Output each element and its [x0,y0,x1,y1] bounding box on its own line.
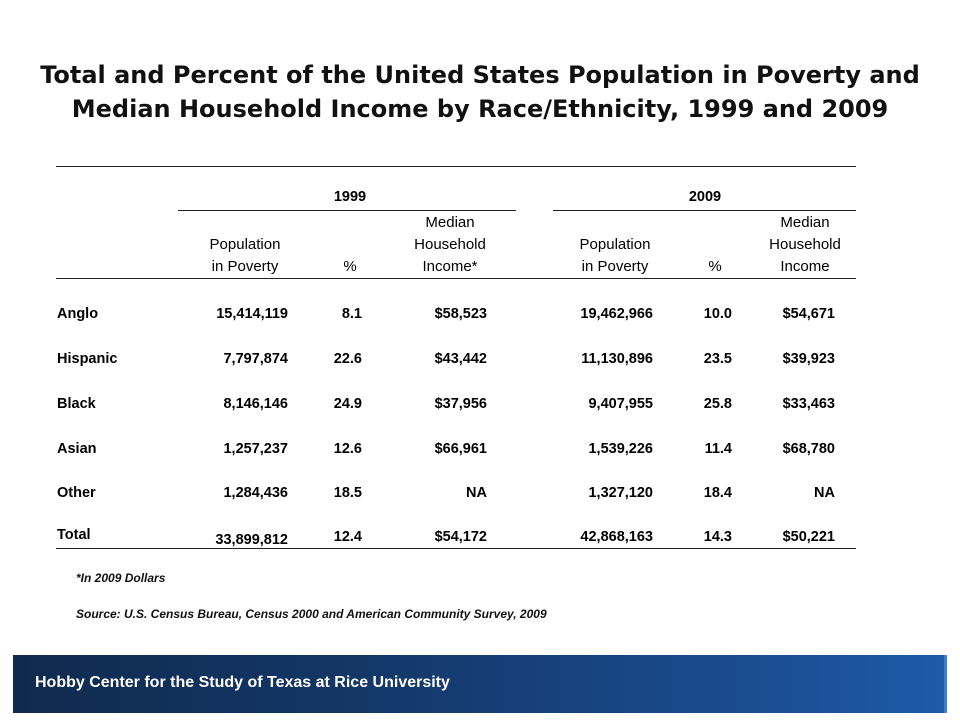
header-1999-income: Median Household Income* [385,212,515,278]
header-2009-population: Population in Poverty [555,234,675,278]
header-1999-income-line1: Median [425,214,475,231]
table-cell-pct2009: 10.0 [703,306,732,322]
source-note: Source: U.S. Census Bureau, Census 2000 … [76,607,547,621]
table-cell-label: Other [57,485,96,501]
header-1999-income-line2: Household [414,236,486,253]
table-cell-label: Hispanic [57,351,118,367]
table-cell-pct1999: 22.6 [333,351,362,367]
table-cell-pop1999: 15,414,119 [216,306,288,322]
table-cell-pop2009: 42,868,163 [580,529,653,545]
header-2009-percent-label: % [708,258,722,275]
header-1999-population-line1: Population [209,236,281,253]
page-title: Total and Percent of the United States P… [40,58,920,126]
table-cell-inc2009: $39,923 [782,351,835,367]
table-cell-pop2009: 11,130,896 [581,351,653,367]
header-2009-population-line1: Population [579,236,651,253]
table-top-rule [56,166,856,167]
table-cell-pop1999: 33,899,812 [215,532,288,548]
table-cell-pop1999: 1,284,436 [223,485,288,501]
year-1999-rule [178,210,516,211]
header-2009-income-line3: Income [780,258,830,275]
table-cell-pct1999: 8.1 [341,306,362,322]
table-cell-pct1999: 12.6 [333,441,362,457]
footer-text: Hobby Center for the Study of Texas at R… [35,674,450,691]
table-cell-pop2009: 9,407,955 [588,396,653,412]
header-2009-population-line2: in Poverty [581,258,649,275]
table-cell-pct1999: 18.5 [333,485,362,501]
table-cell-pop2009: 1,327,120 [588,485,653,501]
header-1999-percent-label: % [343,258,357,275]
table-cell-pop2009: 1,539,226 [588,441,653,457]
table-cell-pop2009: 19,462,966 [580,306,653,322]
title-line-1: Total and Percent of the United States P… [40,61,920,89]
table-cell-inc2009: $54,671 [782,306,835,322]
table-cell-inc2009: $33,463 [782,396,835,412]
table-cell-label: Total [57,527,91,543]
header-2009-percent: % [695,256,735,278]
table-cell-pct2009: 14.3 [703,529,732,545]
table-cell-pct2009: 11.4 [704,441,732,457]
header-2009-income-line1: Median [780,214,830,231]
header-1999-population: Population in Poverty [185,234,305,278]
footer-banner: Hobby Center for the Study of Texas at R… [13,655,947,713]
table-cell-pct2009: 18.4 [703,485,732,501]
header-2009-income-line2: Household [769,236,841,253]
header-1999-percent: % [330,256,370,278]
table-bottom-rule [56,548,856,549]
table-cell-label: Black [57,396,96,412]
table-cell-inc1999: $43,442 [434,351,487,367]
footnote: *In 2009 Dollars [76,571,166,585]
table-cell-pct2009: 23.5 [703,351,732,367]
table-cell-pop1999: 7,797,874 [223,351,288,367]
title-line-2: Median Household Income by Race/Ethnicit… [71,95,889,123]
table-cell-pop1999: 8,146,146 [223,396,288,412]
header-2009-income: Median Household Income [745,212,865,278]
table-cell-pct2009: 25.8 [703,396,732,412]
table-cell-inc2009: $50,221 [782,529,835,545]
table-cell-inc1999: $66,961 [434,441,487,457]
table-cell-label: Anglo [57,306,99,322]
year-2009-header: 2009 [688,189,722,205]
table-cell-inc1999: $58,523 [434,306,487,322]
table-cell-inc1999: $37,956 [434,396,487,412]
table-cell-label: Asian [57,441,97,457]
table-cell-pct1999: 12.4 [333,529,362,545]
header-bottom-rule [56,278,856,279]
table-cell-pop1999: 1,257,237 [223,441,288,457]
year-2009-rule [553,210,856,211]
year-1999-header: 1999 [333,189,367,205]
table-cell-inc2009: NA [814,485,835,501]
table-cell-inc1999: $54,172 [434,529,487,545]
table-cell-inc2009: $68,780 [782,441,835,457]
header-1999-population-line2: in Poverty [211,258,279,275]
table-cell-inc1999: NA [466,485,487,501]
header-1999-income-line3: Income* [422,258,478,275]
table-cell-pct1999: 24.9 [333,396,362,412]
